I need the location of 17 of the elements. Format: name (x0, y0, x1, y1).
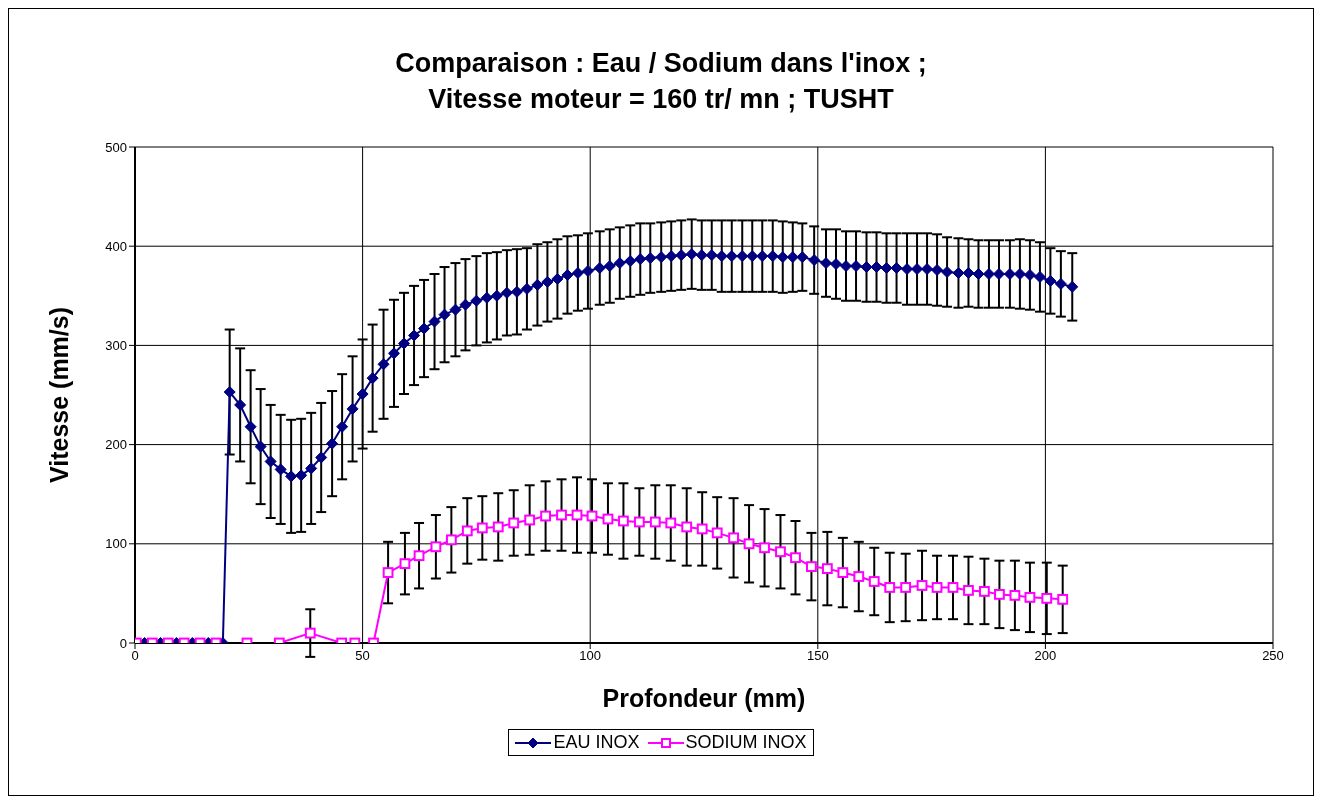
x-tick-label: 50 (355, 648, 370, 664)
x-tick-label: 150 (806, 648, 829, 664)
chart-title: Comparaison : Eau / Sodium dans l'inox ; Vitesse moteur = 160 tr/ mn ; TUSHT (394, 47, 928, 116)
y-tick-label: 200 (105, 437, 127, 453)
legend-label: EAU INOX (553, 732, 640, 753)
x-axis-title: Profondeur (mm) (602, 684, 806, 712)
x-tick-label: 250 (1262, 648, 1284, 664)
x-tick-label: 100 (579, 648, 602, 664)
y-tick-label: 300 (105, 338, 127, 354)
y-axis-title: Vitesse (mm/s) (44, 306, 73, 484)
x-tick-label: 200 (1034, 648, 1057, 664)
y-tick-label: 400 (105, 238, 127, 254)
y-tick-label: 0 (119, 635, 127, 651)
x-tick-label: 0 (131, 648, 139, 664)
legend-label: SODIUM INOX (685, 732, 807, 753)
y-tick-label: 500 (105, 139, 127, 155)
y-tick-label: 100 (105, 536, 127, 552)
